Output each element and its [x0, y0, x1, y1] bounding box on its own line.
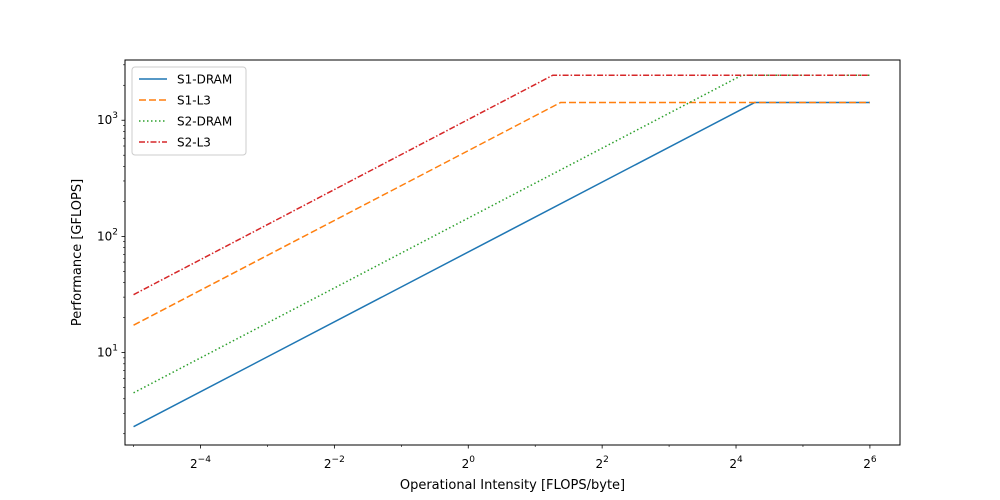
y-axis-ticks: 101 102 103 — [97, 64, 125, 435]
legend-label-s1-dram: S1-DRAM — [177, 73, 232, 87]
plot-frame — [124, 59, 901, 446]
series-layer — [133, 74, 870, 428]
x-tick-label: 24 — [729, 455, 743, 471]
x-tick-label: 2−2 — [324, 455, 345, 471]
legend-label-s2-dram: S2-DRAM — [177, 115, 232, 129]
y-tick-label: 102 — [97, 227, 118, 243]
legend-items: S1-DRAM S1-L3 S2-DRAM S2-L3 — [139, 73, 232, 150]
y-axis-label: Performance [GFLOPS] — [70, 179, 85, 326]
plot-area — [125, 60, 900, 445]
legend-label-s2-l3: S2-L3 — [177, 136, 211, 150]
y-tick-label: 103 — [97, 111, 118, 127]
series-line-s2-l3 — [133, 74, 870, 296]
series-line-s1-l3 — [133, 101, 870, 326]
legend: S1-DRAM S1-L3 S2-DRAM S2-L3 — [131, 66, 247, 156]
x-axis-ticks: 2−4 2−2 20 22 24 26 — [133, 445, 877, 471]
x-tick-label: 2−4 — [190, 455, 211, 471]
legend-label-s1-l3: S1-L3 — [177, 94, 211, 108]
x-tick-label: 22 — [595, 455, 608, 471]
x-tick-label: 20 — [462, 455, 476, 471]
y-tick-label: 101 — [97, 344, 118, 360]
legend-box — [131, 66, 247, 156]
x-axis-label: Operational Intensity [FLOPS/byte] — [400, 478, 625, 493]
series-line-s2-dram — [133, 74, 870, 394]
x-tick-label: 26 — [863, 455, 877, 471]
